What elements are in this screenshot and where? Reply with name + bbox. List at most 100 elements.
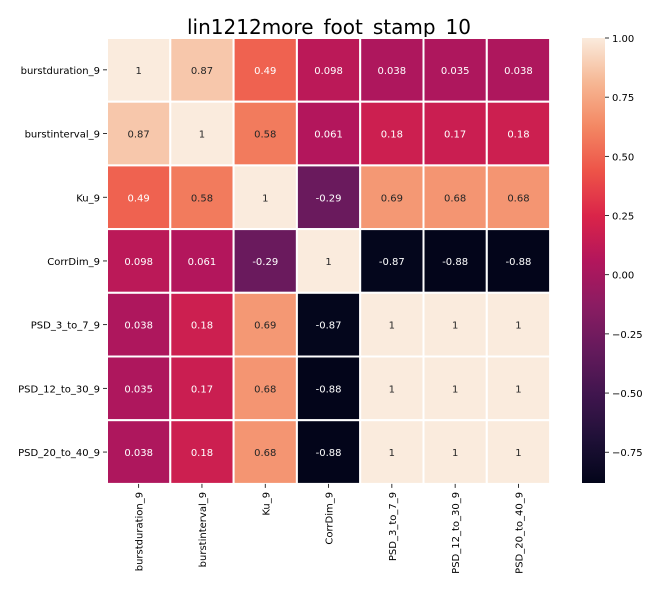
heatmap-cell	[232, 419, 298, 485]
heatmap-cell	[232, 291, 298, 358]
heatmap-cell	[359, 100, 425, 167]
colorbar-tick-label: 0.25	[612, 212, 634, 223]
cell-value-label: 0.038	[124, 321, 153, 332]
cell-value-label: 1	[452, 384, 458, 395]
y-tick-label: burstinterval_9	[25, 130, 100, 141]
cell-value-label: 0.18	[507, 130, 529, 141]
cell-value-label: 1	[389, 448, 395, 459]
y-axis-tick-labels: burstduration_9 burstinterval_9 Ku_9 CorrDi…	[18, 66, 107, 459]
x-tick-label: burstinterval_9	[198, 492, 209, 567]
x-axis-tick-labels: burstduration_9 burstinterval_9 Ku_9 CorrDi…	[135, 483, 525, 574]
cell-value-label: -0.88	[442, 257, 468, 268]
cell-value-label: 1	[389, 321, 395, 332]
heatmap-cell	[295, 419, 362, 485]
colorbar-tick-label: −0.50	[612, 389, 643, 400]
cell-value-label: 0.038	[124, 448, 153, 459]
x-tick-label: burstduration_9	[135, 492, 146, 571]
cell-value-label: 1	[452, 448, 458, 459]
heatmap-cell	[106, 291, 172, 358]
cell-value-label: 0.035	[124, 384, 153, 395]
cell-value-label: -0.87	[379, 257, 405, 268]
cell-value-label: 0.49	[254, 66, 276, 77]
heatmap-cell	[485, 100, 552, 167]
colorbar-tick-label: 0.00	[612, 271, 634, 282]
cell-value-label: 0.035	[441, 66, 470, 77]
heatmap-cell	[422, 164, 488, 231]
cell-value-label: 1	[515, 448, 521, 459]
heatmap-cell	[422, 37, 488, 103]
heatmap-cell	[359, 164, 425, 231]
colorbar-tick-label: −0.25	[612, 330, 643, 341]
cell-value-label: -0.29	[252, 257, 278, 268]
heatmap-cells: 1 0.87 0.49 0.098 0.038 0.035 0.038 0.87 1 0.58 0.…	[106, 37, 552, 485]
chart-title: lin1212more_foot_stamp_10	[187, 15, 471, 39]
heatmap-cell	[422, 419, 488, 485]
heatmap-cell	[232, 164, 298, 231]
cell-value-label: 1	[262, 193, 268, 204]
y-tick-label: PSD_12_to_30_9	[18, 384, 100, 395]
cell-value-label: 0.038	[504, 66, 533, 77]
heatmap-cell	[485, 419, 552, 485]
heatmap-cell	[485, 164, 552, 231]
cell-value-label: 1	[325, 257, 331, 268]
cell-value-label: -0.88	[316, 384, 342, 395]
heatmap-cell	[169, 355, 235, 422]
cell-value-label: -0.87	[316, 321, 342, 332]
cell-value-label: 0.18	[191, 448, 213, 459]
x-tick-label: CorrDim_9	[325, 492, 336, 545]
cell-value-label: 0.87	[128, 130, 150, 141]
cell-value-label: 0.87	[191, 66, 213, 77]
cell-value-label: 0.68	[254, 384, 276, 395]
cell-value-label: 0.038	[378, 66, 407, 77]
heatmap-cell	[106, 355, 172, 422]
heatmap-cell	[106, 228, 172, 294]
cell-value-label: 1	[452, 321, 458, 332]
cell-value-label: 1	[199, 130, 205, 141]
cell-value-label: 0.061	[314, 130, 343, 141]
colorbar-gradient	[582, 38, 605, 483]
cell-value-label: 0.58	[191, 193, 213, 204]
cell-value-label: 1	[515, 321, 521, 332]
cell-value-label: -0.88	[506, 257, 532, 268]
cell-value-label: 0.17	[444, 130, 466, 141]
cell-value-label: 0.098	[314, 66, 343, 77]
x-tick-label: PSD_12_to_30_9	[451, 492, 462, 574]
heatmap-cell	[422, 228, 488, 294]
colorbar-tick-label: −0.75	[612, 448, 643, 459]
cell-value-label: 0.061	[188, 257, 217, 268]
cell-value-label: 0.68	[444, 193, 466, 204]
cell-value-label: 0.098	[124, 257, 153, 268]
heatmap-cell	[359, 419, 425, 485]
colorbar-tick-label: 0.50	[612, 152, 634, 163]
cell-value-label: 1	[135, 66, 141, 77]
heatmap-cell	[232, 100, 298, 167]
cell-value-label: 0.69	[381, 193, 403, 204]
colorbar-tick-label: 0.75	[612, 93, 634, 104]
heatmap-cell	[169, 164, 235, 231]
y-tick-label: Ku_9	[76, 193, 100, 204]
heatmap-cell	[485, 355, 552, 422]
colorbar-tick-label: 1.00	[612, 34, 634, 45]
cell-value-label: 0.17	[191, 384, 213, 395]
y-tick-label: CorrDim_9	[47, 257, 100, 268]
x-tick-label: PSD_20_to_40_9	[514, 492, 525, 574]
cell-value-label: 0.18	[381, 130, 403, 141]
cell-value-label: -0.29	[316, 193, 342, 204]
heatmap-cell	[169, 37, 235, 103]
cell-value-label: 1	[515, 384, 521, 395]
x-tick-label: PSD_3_to_7_9	[388, 492, 399, 561]
heatmap-cell	[169, 228, 235, 294]
cell-value-label: 0.69	[254, 321, 276, 332]
cell-value-label: 0.68	[507, 193, 529, 204]
y-tick-label: PSD_3_to_7_9	[31, 321, 100, 332]
cell-value-label: 0.49	[128, 193, 150, 204]
cell-value-label: -0.88	[316, 448, 342, 459]
y-tick-label: PSD_20_to_40_9	[18, 448, 100, 459]
cell-value-label: 1	[389, 384, 395, 395]
x-tick-label: Ku_9	[261, 492, 272, 516]
cell-value-label: 0.58	[254, 130, 276, 141]
cell-value-label: 0.68	[254, 448, 276, 459]
colorbar: 1.00 0.75 0.50 0.25 0.00 −0.25 −0.50 −0.75	[582, 34, 643, 483]
y-tick-label: burstduration_9	[21, 66, 100, 77]
